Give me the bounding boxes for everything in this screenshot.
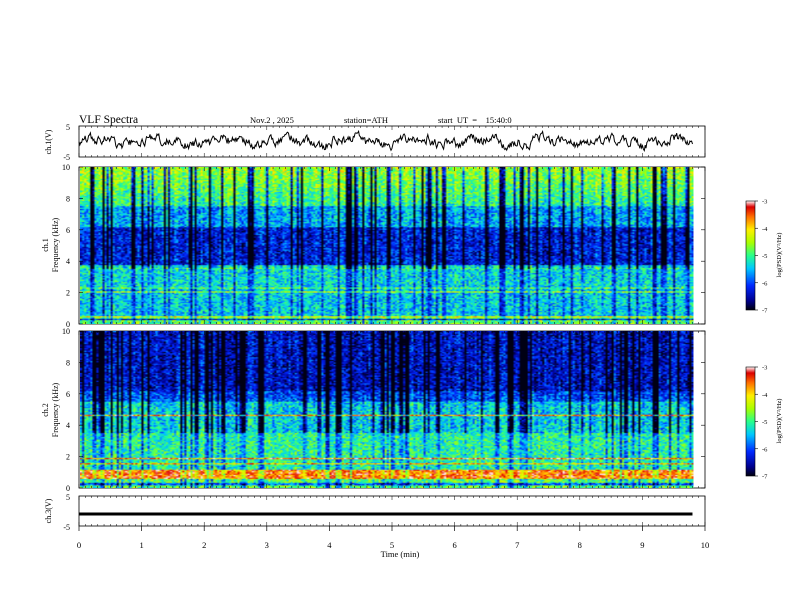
ch2-colorbar-label: log(PSD)(V²/Hz) — [776, 399, 783, 444]
x-tick-label: 8 — [578, 540, 582, 550]
ch1-colorbar-tick-label: -7 — [762, 308, 768, 315]
ch1-colorbar-tick-label: -3 — [762, 199, 767, 206]
ch2-colorbar: -3 -4 -5 -6 -7 log(PSD)(V²/Hz) — [745, 365, 783, 481]
ch1-colorbar-gradient — [746, 201, 755, 310]
ch1-waveform-trace — [78, 129, 693, 152]
figure-title: VLF Spectra — [79, 114, 138, 126]
ch2-colorbar-tick-label: -5 — [762, 419, 767, 426]
ch1-spec-ytick-label: 6 — [66, 226, 70, 235]
ch1-spec-label-top: ch.1 — [41, 238, 50, 252]
station-label: station=ATH — [344, 115, 388, 125]
ch1-colorbar: -3 -4 -5 -6 -7 log(PSD)(V²/Hz) — [745, 199, 783, 315]
ch1-colorbar-tick-label: -6 — [762, 280, 768, 287]
ch1-spec-ytick-label: 0 — [66, 320, 70, 329]
ch2-spec-ytick-label: 0 — [66, 484, 70, 493]
ch1-spectrogram-heatmap — [80, 167, 694, 324]
ch1-colorbar-tick-label: -4 — [762, 226, 768, 233]
ch2-spec-ytick-label: 6 — [66, 390, 70, 399]
ch2-colorbar-gradient — [746, 367, 755, 476]
x-tick-label: 9 — [640, 540, 644, 550]
ch1-waveform-ylabel: ch.1(V) — [44, 129, 53, 154]
ch3-waveform-panel: 5 -5 ch.3(V) — [44, 493, 706, 532]
ch2-spec-ytick-label: 8 — [66, 358, 70, 367]
ch2-spec-label-top: ch.2 — [41, 403, 50, 417]
x-tick-label: 10 — [701, 540, 710, 550]
minor-tick-marks — [78, 126, 706, 526]
ch1-spec-ytick-label: 4 — [66, 257, 70, 266]
ch1-colorbar-label: log(PSD)(V²/Hz) — [776, 233, 783, 278]
ch2-spec-ytick-label: 4 — [66, 421, 70, 430]
ch2-spectrogram-heatmap — [80, 331, 694, 488]
x-axis: 0 1 2 3 4 5 6 7 8 9 10 — [77, 526, 709, 550]
ch1-colorbar-tick-label: -5 — [762, 253, 767, 260]
ch1-spec-ytick-label: 10 — [62, 163, 70, 172]
x-tick-label: 5 — [390, 540, 394, 550]
ch1-waveform-frame — [78, 125, 706, 158]
ch3-ytick-bottom: -5 — [63, 523, 70, 532]
ch3-waveform-ylabel: ch.3(V) — [44, 498, 53, 523]
ch2-colorbar-tick-label: -7 — [762, 474, 768, 481]
x-tick-label: 7 — [515, 540, 519, 550]
ch1-waveform-panel: 5 -5 ch.1(V) — [44, 123, 706, 162]
ch1-ytick-top: 5 — [66, 123, 70, 132]
x-axis-label: Time (min) — [381, 549, 420, 559]
ch2-spec-ytick-label: 10 — [62, 327, 70, 336]
x-tick-label: 1 — [139, 540, 143, 550]
ch1-spec-ytick-label: 2 — [66, 289, 70, 298]
ch2-colorbar-tick-label: -4 — [762, 392, 768, 399]
ch2-spec-ytick-label: 2 — [66, 453, 70, 462]
ch2-colorbar-tick-label: -6 — [762, 446, 768, 453]
x-tick-label: 2 — [202, 540, 206, 550]
ch2-spectrogram-panel: 0 2 4 6 8 10 ch.2 Frequency (kHz) — [41, 327, 706, 493]
ch1-ytick-bottom: -5 — [63, 153, 70, 162]
x-tick-label: 0 — [77, 540, 81, 550]
ch2-spec-ylabel: Frequency (kHz) — [51, 382, 60, 437]
ch1-spectrogram-panel: 0 2 4 6 8 10 ch.1 Frequency (kHz) — [41, 163, 706, 329]
x-tick-label: 6 — [452, 540, 456, 550]
ch3-waveform-frame — [78, 495, 706, 527]
date-label: Nov.2 , 2025 — [250, 115, 294, 125]
x-tick-label: 3 — [265, 540, 269, 550]
ch1-spec-ylabel: Frequency (kHz) — [51, 217, 60, 272]
ch3-ytick-top: 5 — [66, 493, 70, 502]
ch1-spec-ytick-label: 8 — [66, 194, 70, 203]
x-tick-label: 4 — [327, 540, 332, 550]
ch2-colorbar-tick-label: -3 — [762, 365, 767, 372]
start-time-label: start UT = 15:40:0 — [438, 115, 512, 125]
